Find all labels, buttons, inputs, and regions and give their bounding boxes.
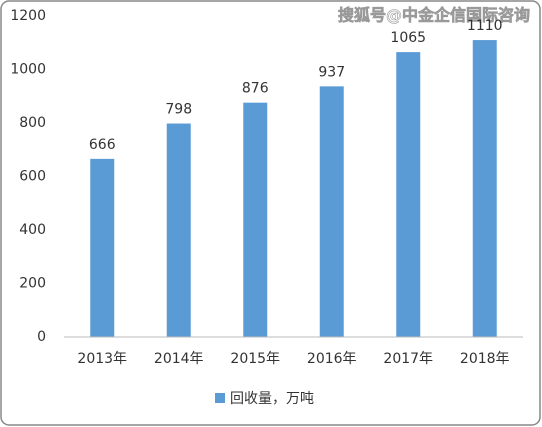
data-label: 1065 (390, 30, 426, 46)
watermark: 搜狐号@中金企信国际咨询 (338, 6, 530, 25)
data-label: 876 (242, 81, 269, 97)
bar (166, 123, 191, 337)
y-tick-label: 600 (19, 169, 46, 185)
data-label: 1110 (467, 18, 503, 34)
x-tick-label: 2014年 (154, 351, 204, 367)
bar (243, 102, 268, 337)
data-label: 937 (318, 64, 345, 80)
legend-label: 回收量，万吨 (230, 391, 314, 407)
y-tick-label: 800 (19, 115, 46, 131)
bar (396, 52, 421, 338)
x-tick-label: 2015年 (230, 351, 280, 367)
y-tick-label: 400 (19, 222, 46, 238)
y-tick-label: 0 (37, 329, 46, 345)
data-label: 666 (89, 137, 116, 153)
x-tick-label: 2013年 (77, 351, 127, 367)
y-tick-label: 1000 (10, 62, 46, 78)
data-label: 798 (165, 102, 192, 118)
y-tick-label: 1200 (10, 8, 46, 24)
x-tick-label: 2017年 (383, 351, 433, 367)
bar (319, 86, 344, 337)
bar (90, 158, 115, 337)
y-tick-label: 200 (19, 276, 46, 292)
bar (472, 40, 497, 337)
x-tick-label: 2016年 (307, 351, 357, 367)
x-tick-label: 2018年 (460, 351, 510, 367)
legend-swatch (215, 393, 225, 403)
